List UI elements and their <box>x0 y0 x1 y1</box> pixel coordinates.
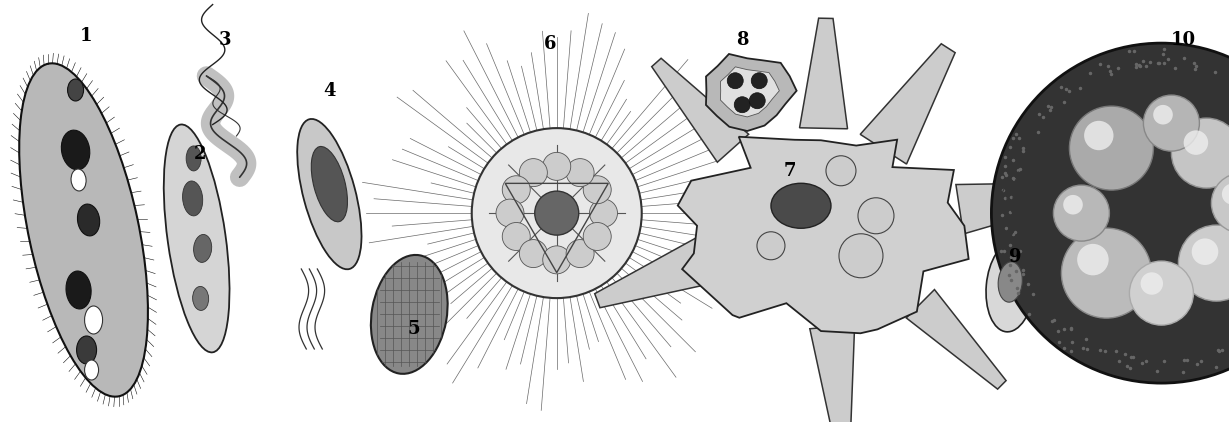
Circle shape <box>472 128 642 298</box>
Circle shape <box>757 232 785 260</box>
Circle shape <box>1129 261 1193 325</box>
Circle shape <box>1062 228 1152 318</box>
Polygon shape <box>956 182 1089 234</box>
Circle shape <box>1141 272 1163 295</box>
Circle shape <box>826 156 855 186</box>
Circle shape <box>728 73 744 89</box>
Ellipse shape <box>183 181 203 216</box>
Ellipse shape <box>194 235 211 262</box>
Ellipse shape <box>85 360 98 380</box>
Text: 1: 1 <box>80 27 92 45</box>
Ellipse shape <box>986 242 1035 332</box>
Circle shape <box>1179 225 1229 301</box>
Circle shape <box>1077 244 1109 276</box>
Text: 2: 2 <box>194 145 206 163</box>
Ellipse shape <box>193 287 209 311</box>
Circle shape <box>1143 95 1200 151</box>
Text: 7: 7 <box>784 162 796 180</box>
Polygon shape <box>800 18 848 129</box>
Ellipse shape <box>77 204 100 236</box>
Ellipse shape <box>85 306 102 334</box>
Polygon shape <box>860 44 955 164</box>
Circle shape <box>1212 173 1229 233</box>
Ellipse shape <box>20 63 147 397</box>
Text: 8: 8 <box>736 31 748 49</box>
Ellipse shape <box>76 336 97 364</box>
Ellipse shape <box>68 79 84 101</box>
Ellipse shape <box>998 262 1023 302</box>
Circle shape <box>992 43 1229 383</box>
Circle shape <box>503 222 530 251</box>
Circle shape <box>520 159 547 187</box>
Ellipse shape <box>186 146 202 171</box>
Circle shape <box>751 73 767 89</box>
Circle shape <box>750 93 766 109</box>
Text: 6: 6 <box>544 35 557 53</box>
Polygon shape <box>906 289 1007 389</box>
Circle shape <box>1069 106 1153 190</box>
Circle shape <box>584 176 611 204</box>
Text: 9: 9 <box>1009 249 1021 266</box>
Circle shape <box>1192 238 1218 265</box>
Circle shape <box>734 97 750 113</box>
Circle shape <box>1084 121 1113 150</box>
Circle shape <box>1053 185 1110 241</box>
Circle shape <box>1222 184 1229 205</box>
Circle shape <box>497 199 524 227</box>
Ellipse shape <box>371 255 447 374</box>
Circle shape <box>543 152 570 180</box>
Circle shape <box>535 191 579 235</box>
Polygon shape <box>677 137 968 333</box>
Circle shape <box>567 240 594 268</box>
Polygon shape <box>705 54 796 131</box>
Ellipse shape <box>61 130 90 170</box>
Circle shape <box>1171 118 1229 188</box>
Circle shape <box>503 176 530 204</box>
Polygon shape <box>720 67 779 117</box>
Text: 4: 4 <box>323 82 336 100</box>
Circle shape <box>858 198 893 234</box>
Circle shape <box>520 240 547 268</box>
Text: 5: 5 <box>408 320 420 338</box>
Ellipse shape <box>71 169 86 191</box>
Ellipse shape <box>66 271 91 309</box>
Circle shape <box>567 159 594 187</box>
Ellipse shape <box>163 124 230 352</box>
Polygon shape <box>651 58 748 162</box>
Ellipse shape <box>311 146 348 222</box>
Circle shape <box>1063 195 1083 214</box>
Ellipse shape <box>771 183 831 228</box>
Circle shape <box>543 246 570 274</box>
Circle shape <box>839 234 882 278</box>
Circle shape <box>590 199 617 227</box>
Circle shape <box>1184 130 1208 155</box>
Polygon shape <box>595 235 719 308</box>
Circle shape <box>1153 105 1172 124</box>
Text: 3: 3 <box>219 31 231 49</box>
Text: 10: 10 <box>1171 31 1196 49</box>
Circle shape <box>584 222 611 251</box>
Ellipse shape <box>297 119 361 269</box>
Polygon shape <box>810 325 854 422</box>
